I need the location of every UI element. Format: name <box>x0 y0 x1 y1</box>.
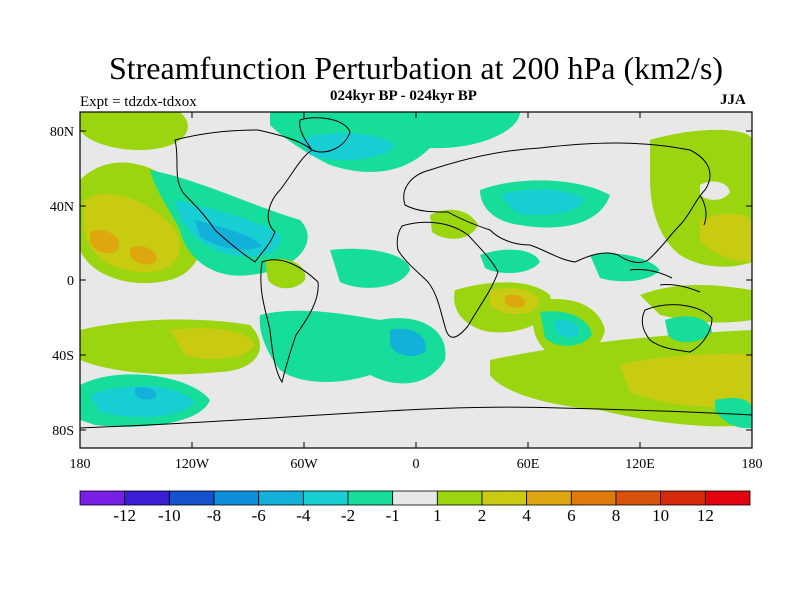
colorbar-swatch <box>392 490 438 506</box>
colorbar-swatch <box>526 490 572 506</box>
coastline-greenland <box>299 117 351 153</box>
colorbar <box>79 490 751 506</box>
coastline-north-america <box>174 129 313 263</box>
contour-green-north-atlantic <box>80 112 188 150</box>
contour-deep-blue-north-america <box>195 220 262 250</box>
map-title: Streamfunction Perturbation at 200 hPa (… <box>108 50 724 86</box>
colorbar-label: 4 <box>522 506 531 525</box>
contour-deepblue-south-pacific <box>135 387 157 400</box>
colorbar-label: 10 <box>652 506 670 525</box>
contour-blue-south-atlantic <box>390 328 426 356</box>
contour-cyan-north-polar-core <box>300 132 395 161</box>
contour-orange-nw-pacific-2 <box>130 246 157 265</box>
season-label: JJA <box>720 92 746 108</box>
colorbar-swatch <box>258 490 304 506</box>
contour-blue-south-pacific-deep <box>90 386 195 418</box>
coastline-europe-asia <box>403 142 711 263</box>
colorbar-swatch <box>168 490 215 506</box>
lon-label-120w: 120W <box>175 457 210 472</box>
colorbar-label: -6 <box>251 506 266 525</box>
contour-cyan-antarctic-east <box>715 398 752 429</box>
colorbar-label: 8 <box>611 506 621 525</box>
colorbar-label: -2 <box>340 506 356 525</box>
contour-orange-africa <box>505 294 525 308</box>
colorbar-swatch <box>213 490 260 506</box>
contour-fields <box>80 112 752 429</box>
colorbar-swatch <box>660 490 706 506</box>
lat-label-0: 0 <box>67 274 74 289</box>
lon-label-60e: 60E <box>517 457 540 472</box>
experiment-label: Expt = tdzdx-tdxox <box>80 94 197 110</box>
colorbar-swatch <box>570 490 617 506</box>
lat-label-80n: 80N <box>50 125 74 140</box>
colorbar-label: -8 <box>206 506 222 525</box>
contour-green-australia-north <box>640 285 752 323</box>
contour-blue-eurasia <box>500 189 585 215</box>
lon-label-180-west: 180 <box>70 457 91 472</box>
colorbar-label: 12 <box>696 506 714 525</box>
coastline-antarctica <box>80 406 752 429</box>
contour-yellow-south-pacific <box>170 328 255 359</box>
contour-cyan-south-atlantic-north <box>330 248 410 288</box>
colorbar-swatch <box>124 490 170 506</box>
lon-ticks <box>191 112 641 448</box>
colorbar-swatch <box>302 490 349 506</box>
contour-cyan-south-asia <box>590 253 660 282</box>
colorbar-swatch <box>347 490 394 506</box>
lat-ticks <box>80 130 752 431</box>
colorbar-label: -12 <box>113 506 136 525</box>
colorbar-label: 1 <box>433 506 442 525</box>
lon-label-120e: 120E <box>625 457 655 472</box>
colorbar-swatch <box>615 490 662 506</box>
colorbar-label: 6 <box>567 506 576 525</box>
lon-label-0: 0 <box>413 457 420 472</box>
contour-orange-nw-pacific <box>90 230 120 254</box>
period-subtitle: 024kyr BP - 024kyr BP <box>330 88 477 104</box>
contour-yellow-southern-ocean <box>620 353 752 407</box>
lat-label-40n: 40N <box>50 200 74 215</box>
lat-label-80s: 80S <box>52 424 74 439</box>
colorbar-swatch <box>704 490 751 506</box>
colorbar-swatch <box>79 490 126 506</box>
lon-label-60w: 60W <box>290 457 318 472</box>
contour-cyan-australia <box>665 316 712 343</box>
coastline-australia <box>641 304 713 353</box>
contour-green-mideast <box>430 209 478 239</box>
coastlines <box>80 117 752 429</box>
lat-label-40s: 40S <box>52 349 74 364</box>
coastline-japan <box>699 194 707 226</box>
coastline-south-america <box>260 259 319 384</box>
colorbar-swatch <box>481 490 528 506</box>
contour-green-south-america <box>265 258 306 289</box>
colorbar-label: -10 <box>157 506 181 525</box>
colorbar-label: -1 <box>385 506 400 525</box>
lon-label-180-east: 180 <box>742 457 763 472</box>
coastline-africa <box>396 221 499 338</box>
colorbar-swatch <box>436 490 483 506</box>
coastline-indonesia <box>629 269 701 293</box>
contour-blue-indian-south <box>555 319 579 338</box>
colorbar-label: 2 <box>477 506 487 525</box>
contour-yellow-east-asia <box>700 213 752 262</box>
colorbar-label: -4 <box>296 506 311 525</box>
